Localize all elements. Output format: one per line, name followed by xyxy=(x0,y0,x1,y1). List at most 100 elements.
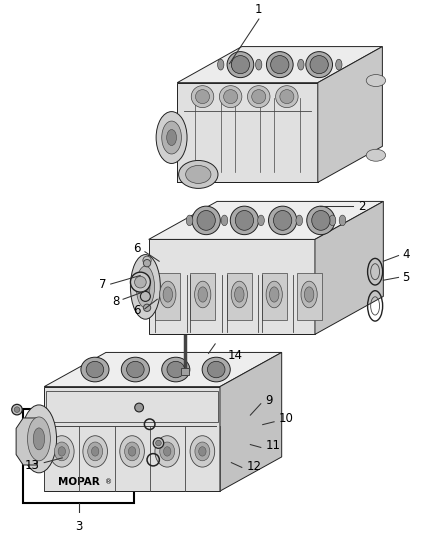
Ellipse shape xyxy=(252,90,266,103)
Bar xyxy=(262,273,287,320)
Bar xyxy=(155,273,180,320)
Ellipse shape xyxy=(268,206,297,235)
Text: 5: 5 xyxy=(403,271,410,284)
Ellipse shape xyxy=(235,211,254,230)
Circle shape xyxy=(143,260,151,267)
Ellipse shape xyxy=(163,287,173,302)
Ellipse shape xyxy=(235,287,244,302)
Bar xyxy=(190,273,215,320)
Ellipse shape xyxy=(197,211,215,230)
Text: 8: 8 xyxy=(112,295,119,308)
Text: 2: 2 xyxy=(358,200,365,213)
Polygon shape xyxy=(149,239,315,334)
Ellipse shape xyxy=(125,442,140,461)
Polygon shape xyxy=(149,201,383,239)
Ellipse shape xyxy=(336,59,342,70)
Circle shape xyxy=(135,403,144,412)
Ellipse shape xyxy=(304,287,314,302)
Ellipse shape xyxy=(273,211,292,230)
Ellipse shape xyxy=(230,206,258,235)
Ellipse shape xyxy=(186,165,211,183)
Ellipse shape xyxy=(258,215,265,225)
Bar xyxy=(24,409,134,503)
Ellipse shape xyxy=(88,442,102,461)
Ellipse shape xyxy=(141,277,150,297)
Ellipse shape xyxy=(190,436,215,467)
Text: 13: 13 xyxy=(25,459,39,472)
Ellipse shape xyxy=(28,417,50,461)
Bar xyxy=(227,273,252,320)
Text: 6: 6 xyxy=(134,243,141,255)
Polygon shape xyxy=(44,386,220,491)
Ellipse shape xyxy=(223,90,238,103)
Polygon shape xyxy=(177,46,382,83)
Ellipse shape xyxy=(128,447,136,456)
Bar xyxy=(46,391,218,422)
Ellipse shape xyxy=(339,215,346,225)
Ellipse shape xyxy=(120,436,145,467)
Polygon shape xyxy=(220,352,282,491)
Ellipse shape xyxy=(192,206,220,235)
Ellipse shape xyxy=(33,428,45,450)
Ellipse shape xyxy=(198,287,208,302)
Ellipse shape xyxy=(167,130,177,146)
Circle shape xyxy=(153,438,164,448)
Text: 1: 1 xyxy=(255,3,263,16)
Ellipse shape xyxy=(255,59,262,70)
Ellipse shape xyxy=(221,215,228,225)
Text: 4: 4 xyxy=(403,248,410,261)
Ellipse shape xyxy=(269,287,279,302)
Ellipse shape xyxy=(266,281,283,308)
Bar xyxy=(181,368,189,375)
Ellipse shape xyxy=(54,442,69,461)
Ellipse shape xyxy=(160,442,175,461)
Ellipse shape xyxy=(247,86,270,108)
Ellipse shape xyxy=(49,436,74,467)
Circle shape xyxy=(12,405,22,415)
Ellipse shape xyxy=(266,52,293,78)
Ellipse shape xyxy=(86,361,104,378)
Polygon shape xyxy=(44,352,282,386)
Ellipse shape xyxy=(218,59,224,70)
Circle shape xyxy=(14,407,20,413)
Circle shape xyxy=(155,440,161,446)
Ellipse shape xyxy=(179,160,218,188)
Text: ®: ® xyxy=(105,479,112,485)
Polygon shape xyxy=(315,201,383,334)
Ellipse shape xyxy=(366,75,385,86)
Ellipse shape xyxy=(162,357,190,382)
Ellipse shape xyxy=(280,90,294,103)
Ellipse shape xyxy=(83,436,107,467)
Ellipse shape xyxy=(163,447,171,456)
Ellipse shape xyxy=(21,405,57,473)
Ellipse shape xyxy=(329,215,336,225)
Ellipse shape xyxy=(160,281,176,308)
Ellipse shape xyxy=(219,86,242,108)
Circle shape xyxy=(143,304,151,311)
Ellipse shape xyxy=(191,86,214,108)
Ellipse shape xyxy=(296,215,303,225)
Ellipse shape xyxy=(202,357,230,382)
Polygon shape xyxy=(318,46,382,182)
Ellipse shape xyxy=(232,59,238,70)
Polygon shape xyxy=(177,83,318,182)
Ellipse shape xyxy=(81,357,109,382)
Ellipse shape xyxy=(310,55,328,74)
Ellipse shape xyxy=(136,266,155,308)
Bar xyxy=(51,445,61,465)
Ellipse shape xyxy=(227,52,254,78)
Text: 3: 3 xyxy=(75,520,82,533)
Ellipse shape xyxy=(121,357,149,382)
Bar xyxy=(96,445,106,465)
Circle shape xyxy=(134,276,146,288)
Ellipse shape xyxy=(366,149,385,161)
Ellipse shape xyxy=(208,361,225,378)
Ellipse shape xyxy=(92,447,99,456)
Text: 9: 9 xyxy=(265,394,273,407)
Text: 11: 11 xyxy=(265,439,281,452)
Ellipse shape xyxy=(195,442,210,461)
Ellipse shape xyxy=(131,255,160,319)
Circle shape xyxy=(143,256,151,264)
Ellipse shape xyxy=(307,206,335,235)
Polygon shape xyxy=(49,415,108,445)
